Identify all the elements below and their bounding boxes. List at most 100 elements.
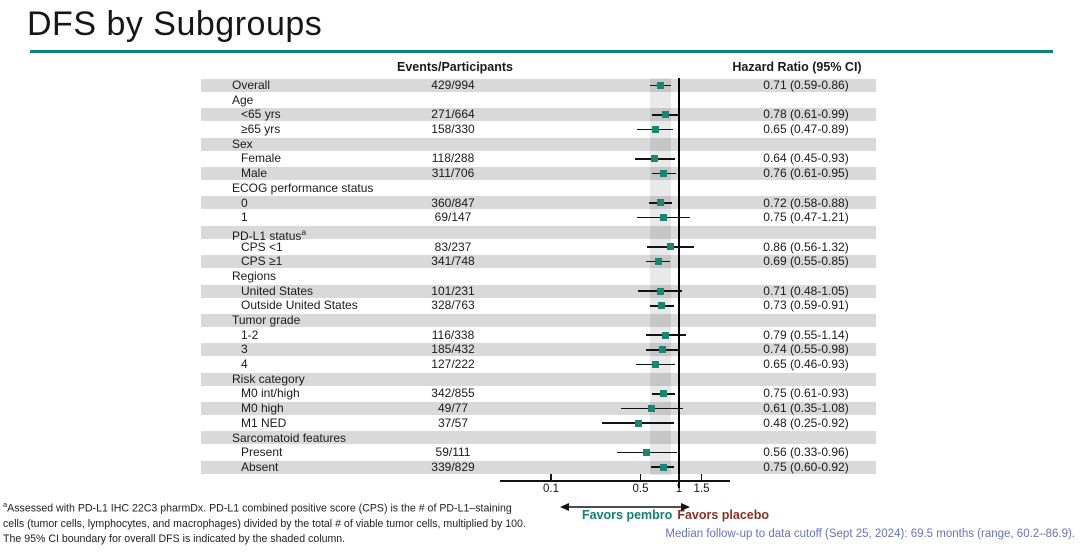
events-participants-value: 83/237 — [434, 239, 472, 254]
hr-point-marker — [634, 419, 642, 427]
row-band — [201, 284, 876, 298]
subgroup-label: Male — [241, 166, 268, 181]
subgroup-label: ≥65 yrs — [241, 122, 281, 137]
hr-point-marker — [650, 155, 658, 163]
footnote-superscript: a — [3, 500, 8, 509]
hazard-ratio-value: 0.78 (0.61-0.99) — [763, 107, 849, 122]
events-participants-value: 328/763 — [431, 298, 475, 313]
hazard-ratio-value: 0.56 (0.33-0.96) — [763, 445, 849, 460]
subgroup-label: PD-L1 statusa — [232, 226, 307, 243]
subgroup-row: 1 69/147 0.75 (0.47-1.21) — [0, 210, 1080, 225]
events-participants-value: 341/748 — [431, 254, 475, 269]
hazard-ratio-value: 0.76 (0.61-0.95) — [763, 166, 849, 181]
row-band — [201, 78, 876, 92]
row-band — [201, 196, 876, 210]
category-row: Tumor grade — [0, 313, 1080, 328]
events-participants-value: 49/77 — [437, 401, 469, 416]
subgroup-row: 1-2 116/338 0.79 (0.55-1.14) — [0, 328, 1080, 343]
hazard-ratio-value: 0.65 (0.47-0.89) — [763, 122, 849, 137]
subgroup-label: 1-2 — [241, 327, 259, 342]
footnotes: aAssessed with PD-L1 IHC 22C3 pharmDx. P… — [3, 497, 526, 547]
subgroup-label: M0 int/high — [241, 386, 300, 401]
hr-point-marker — [654, 258, 662, 266]
hr-point-marker — [651, 125, 659, 133]
subgroup-row: Outside United States 328/763 0.73 (0.59-0… — [0, 298, 1080, 313]
events-participants-value: 69/147 — [434, 210, 472, 225]
events-participants-value: 101/231 — [431, 283, 475, 298]
hazard-ratio-value: 0.69 (0.55-0.85) — [763, 254, 849, 269]
footnote-line-3: The 95% CI boundary for overall DFS is i… — [3, 532, 346, 545]
x-axis-tick-label: 0.1 — [543, 483, 559, 495]
hr-point-marker — [660, 170, 668, 178]
hr-point-marker — [658, 346, 666, 354]
subgroup-row: Absent 339/829 0.75 (0.60-0.92) — [0, 460, 1080, 475]
page-title: DFS by Subgroups — [27, 5, 323, 43]
hr-point-marker — [658, 302, 665, 310]
hr-point-marker — [657, 199, 665, 207]
subgroup-row: <65 yrs 271/664 0.78 (0.61-0.99) — [0, 107, 1080, 122]
category-row: Age — [0, 93, 1080, 108]
events-participants-value: 360/847 — [431, 195, 475, 210]
subgroup-label: M1 NED — [241, 415, 287, 430]
hazard-ratio-value: 0.75 (0.61-0.93) — [763, 386, 849, 401]
x-axis-line — [500, 480, 730, 482]
subgroup-label: Outside United States — [241, 298, 358, 313]
category-row: Sex — [0, 137, 1080, 152]
row-band — [201, 431, 876, 445]
overall-ci-shaded-column — [649, 78, 671, 475]
subgroup-label: Sex — [232, 136, 253, 151]
subgroup-label: CPS ≥1 — [241, 254, 283, 269]
subgroup-label: Female — [241, 151, 282, 166]
x-axis-tick-label: 1 — [675, 483, 683, 495]
hazard-ratio-value: 0.73 (0.59-0.91) — [763, 298, 849, 313]
events-participants-value: 429/994 — [431, 78, 475, 92]
hazard-ratio-value: 0.48 (0.25-0.92) — [763, 415, 849, 430]
events-participants-value: 158/330 — [431, 122, 475, 137]
row-band — [201, 167, 876, 181]
subgroup-label: ECOG performance status — [232, 180, 374, 195]
hr-point-marker — [659, 463, 667, 471]
subgroup-row: CPS ≥1 341/748 0.69 (0.55-0.85) — [0, 254, 1080, 269]
hazard-ratio-value: 0.71 (0.48-1.05) — [763, 283, 849, 298]
hazard-ratio-value: 0.61 (0.35-1.08) — [763, 401, 849, 416]
hazard-ratio-value: 0.79 (0.55-1.14) — [763, 327, 849, 342]
subgroup-row: Present 59/111 0.56 (0.33-0.96) — [0, 445, 1080, 460]
subgroup-label: 3 — [241, 342, 248, 357]
hr-point-marker — [651, 360, 659, 368]
hr-point-marker — [661, 111, 669, 119]
events-participants-value: 271/664 — [431, 107, 475, 122]
events-participants-value: 118/288 — [431, 151, 475, 166]
subgroup-row: Male 311/706 0.76 (0.61-0.95) — [0, 166, 1080, 181]
events-participants-value: 127/222 — [431, 357, 475, 372]
hr-point-marker — [659, 390, 667, 398]
subgroup-row: Overall 429/994 0.71 (0.59-0.86) — [0, 78, 1080, 93]
hazard-ratio-column-header: Hazard Ratio (95% CI) — [732, 60, 862, 74]
row-band — [201, 225, 876, 239]
subgroup-row: ≥65 yrs 158/330 0.65 (0.47-0.89) — [0, 122, 1080, 137]
subgroup-label: United States — [241, 283, 314, 298]
hr-point-marker — [659, 214, 667, 222]
subgroup-label: 0 — [241, 195, 248, 210]
events-participants-value: 339/829 — [431, 459, 475, 474]
subgroup-row: United States 101/231 0.71 (0.48-1.05) — [0, 284, 1080, 299]
x-axis-tick-label: 1.5 — [693, 483, 710, 495]
hr-1-reference-line — [678, 78, 680, 488]
row-band — [201, 108, 876, 122]
events-participants-value: 59/111 — [435, 445, 471, 460]
x-axis-tick — [550, 474, 552, 480]
subgroup-row: Female 118/288 0.64 (0.45-0.93) — [0, 151, 1080, 166]
footnote-line-2: cells (tumor cells, lymphocytes, and mac… — [3, 517, 526, 530]
x-axis-tick-label: 0.5 — [632, 483, 649, 495]
subgroup-label: M0 high — [241, 401, 284, 416]
events-participants-value: 342/855 — [431, 386, 475, 401]
hazard-ratio-value: 0.75 (0.47-1.21) — [763, 210, 849, 225]
forest-rows: Overall 429/994 0.71 (0.59-0.86) Age <65 yrs… — [0, 78, 1080, 475]
subgroup-row: M0 high 49/77 0.61 (0.35-1.08) — [0, 401, 1080, 416]
subgroup-label: 4 — [241, 357, 248, 372]
x-axis-tick — [700, 474, 703, 480]
hr-point-marker — [656, 287, 664, 295]
category-row: Regions — [0, 269, 1080, 284]
favors-placebo-label: Favors placebo — [677, 508, 770, 522]
subgroup-row: 4 127/222 0.65 (0.46-0.93) — [0, 357, 1080, 372]
row-band — [201, 137, 876, 151]
